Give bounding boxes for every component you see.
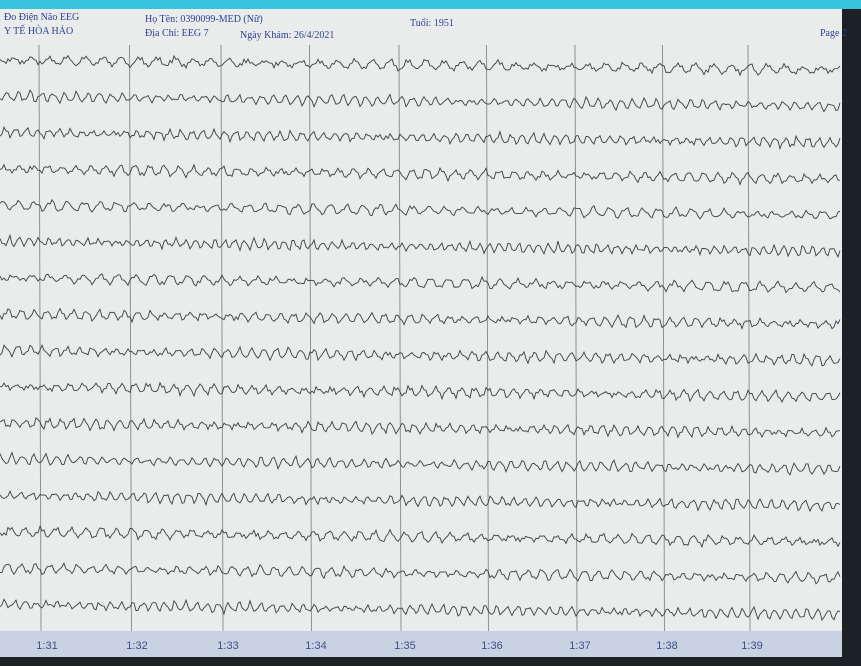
time-label: 1:36	[481, 640, 502, 652]
page-number: Page 2	[820, 28, 847, 39]
time-labels: 1:31 1:32 1:33 1:34 1:35 1:36 1:37 1:38 1:39	[36, 640, 762, 652]
age: Tuổi: 1951	[410, 18, 454, 29]
time-line	[220, 44, 224, 632]
eeg-traces	[0, 54, 841, 622]
eeg-trace	[0, 343, 841, 367]
time-label: 1:32	[126, 640, 147, 652]
time-bar	[0, 631, 842, 657]
time-label: 1:31	[36, 640, 57, 652]
eeg-trace	[0, 54, 841, 77]
time-line	[398, 44, 402, 632]
time-line	[38, 44, 42, 632]
eeg-trace	[0, 381, 841, 404]
eeg-trace	[0, 417, 840, 439]
exam-date: Ngày Khám: 26/4/2021	[240, 30, 334, 41]
institution: Y TẾ HÒA HẢO	[4, 24, 73, 37]
time-label: 1:33	[217, 640, 238, 652]
title: Đo Điện Não EEG	[4, 12, 79, 23]
time-label: 1:39	[741, 640, 762, 652]
time-line	[662, 44, 665, 632]
eeg-trace	[0, 89, 841, 113]
time-line	[486, 44, 489, 632]
eeg-trace	[0, 198, 841, 220]
time-label: 1:37	[569, 640, 590, 652]
time-line	[129, 44, 132, 632]
time-label: 1:34	[305, 640, 326, 652]
eeg-trace	[0, 598, 841, 622]
time-label: 1:38	[656, 640, 677, 652]
eeg-trace	[0, 490, 841, 513]
time-label: 1:35	[394, 640, 415, 652]
eeg-trace	[0, 524, 841, 549]
eeg-trace	[0, 273, 841, 294]
eeg-trace	[0, 307, 841, 330]
eeg-trace	[0, 125, 841, 151]
top-border	[0, 0, 861, 9]
patient: Họ Tên: 0390099-MED (Nữ)	[145, 14, 263, 25]
eeg-trace	[0, 451, 841, 476]
paper	[0, 9, 842, 631]
eeg-trace	[0, 233, 841, 258]
eeg-trace	[0, 163, 840, 186]
eeg-trace	[0, 562, 841, 585]
address: Địa Chỉ: EEG 7	[145, 28, 209, 39]
time-line	[574, 44, 578, 632]
